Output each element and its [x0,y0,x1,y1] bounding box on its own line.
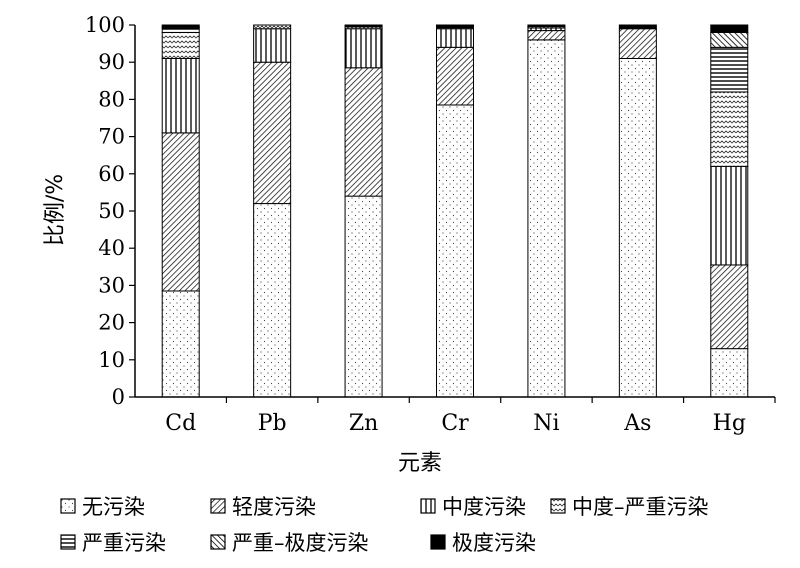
bar-segment-cd-0 [161,290,200,398]
bar-segment-pb-2 [253,28,292,63]
bar-segment-ni-0 [527,39,566,398]
legend-swatch [210,534,226,550]
x-tick-label: Pb [258,411,287,436]
bar-segment-zn-6 [344,24,383,28]
bar-segment-as-6 [618,24,657,30]
bar-segment-ni-6 [527,24,566,27]
bar-segment-as-1 [618,28,657,59]
bar-segment-cr-0 [436,104,474,398]
y-tick-label: 10 [98,348,125,372]
bar-segment-pb-0 [253,203,292,398]
y-tick-label: 20 [98,311,125,335]
legend-swatch [430,534,446,550]
bar-segment-cd-4 [161,27,200,33]
legend-item: 中度–严重污染 [550,491,709,521]
legend-item: 严重污染 [60,527,210,557]
bar-segment-hg-5 [710,31,749,48]
bar-segment-hg-6 [710,24,749,33]
legend-item: 极度污染 [430,527,536,557]
x-tick-label: Hg [713,411,746,436]
legend-label: 无污染 [82,495,145,519]
y-tick-label: 60 [98,162,125,186]
bar-segment-cd-1 [161,132,200,292]
bar-segment-ni-1 [527,30,566,41]
x-tick-label: Zn [349,411,378,436]
bar-segment-as-0 [618,57,657,398]
legend-item: 无污染 [60,491,210,521]
legend-swatch [60,498,76,514]
legend-swatch [60,534,76,550]
bar-segment-cd-2 [161,57,200,134]
bar-segment-cd-6 [161,24,200,28]
legend-label: 中度污染 [442,495,526,519]
bar-segment-zn-0 [344,195,383,398]
legend-label: 轻度污染 [232,495,316,519]
legend-swatch [210,498,226,514]
y-axis-label: 比例/% [43,174,68,246]
y-tick-label: 0 [112,385,125,409]
legend-label: 严重污染 [82,531,166,555]
y-tick-label: 30 [98,273,125,297]
bar-segment-pb-1 [253,61,292,205]
legend-swatch [550,498,566,514]
legend-label: 极度污染 [452,531,536,555]
bar-segment-hg-1 [710,264,749,350]
y-tick-label: 80 [98,87,125,111]
legend-label: 严重–极度污染 [232,531,369,555]
y-tick-label: 90 [98,50,125,74]
x-tick-label: Cd [165,411,196,436]
legend-swatch [420,498,436,514]
bar-segment-hg-0 [710,348,749,398]
x-axis-label: 元素 [398,451,442,476]
legend-item: 轻度污染 [210,491,420,521]
legend-item: 严重–极度污染 [210,527,430,557]
bar-segment-cd-3 [161,31,200,59]
legend-label: 中度–严重污染 [572,495,709,519]
legend: 无污染 轻度污染 中度污染 中度–严重污染 严重污染 严重–极度污染 极度污染 [60,488,800,560]
bar-segment-hg-2 [710,165,749,266]
bar-segment-cr-2 [436,28,474,48]
y-tick-label: 40 [98,236,125,260]
bar-segment-hg-3 [710,91,749,167]
bar-segment-cr-1 [436,46,474,106]
legend-item: 中度污染 [420,491,550,521]
y-tick-label: 100 [85,13,125,37]
x-tick-label: Ni [533,411,559,436]
bar-segment-cr-6 [436,24,474,29]
bar-segment-zn-1 [344,67,383,197]
y-tick-label: 70 [98,125,125,149]
y-tick-label: 50 [98,199,125,223]
bar-segment-pb-3 [253,24,292,30]
x-tick-label: As [623,411,651,436]
bar-segment-zn-2 [344,28,383,69]
x-tick-label: Cr [441,411,469,436]
bar-segment-hg-4 [710,46,749,93]
